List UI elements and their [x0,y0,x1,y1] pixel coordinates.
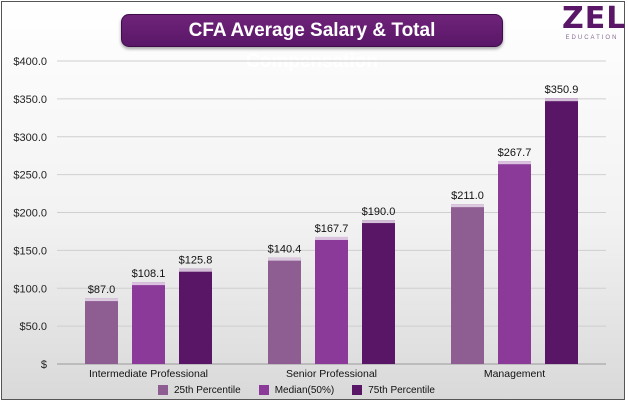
chart-title: CFA Average Salary & Total Compensation [121,14,503,72]
legend-item: 75th Percentile [352,385,435,396]
bar [132,282,165,364]
legend-swatch [258,385,269,395]
y-tick-label: $350.0 [13,94,47,106]
data-label: $190.0 [362,206,396,218]
data-label: $125.8 [179,255,213,267]
data-label: $87.0 [88,284,116,296]
logo-name: ZELL [562,1,628,36]
legend-item: 25th Percentile [158,385,241,396]
legend-label: 25th Percentile [174,384,241,396]
chart-legend: 25th Percentile Median(50%) 75th Percentil… [158,383,435,397]
y-tick-label: $100.0 [13,283,47,295]
bar-cap [268,257,301,261]
legend-item: Median(50%) [258,384,335,396]
bar-cap [315,236,348,240]
data-label: $211.0 [451,190,484,202]
y-tick-label: $150.0 [13,245,47,257]
data-label: $140.4 [268,244,302,256]
y-tick-label: $ [41,359,47,371]
zell-logo: ZELL EDUCATION [562,1,628,48]
legend-label: Median(50%) [274,384,335,396]
x-category-label: Intermediate Professional [89,368,208,380]
bar [179,268,212,364]
data-label: $167.7 [315,223,349,235]
data-label: $267.7 [498,147,532,159]
y-tick-label: $50.0 [19,321,47,333]
bar-cap [362,220,395,224]
bar [451,204,484,364]
logo-tagline: EDUCATION [565,35,619,41]
x-category-label: Senior Professional [286,368,377,380]
data-label: $108.1 [132,268,166,280]
y-tick-label: $300.0 [13,132,47,144]
y-tick-label: $200.0 [13,208,47,220]
data-label: $350.9 [545,84,579,96]
bar-cap [132,282,165,286]
legend-swatch [158,385,168,395]
bar [498,161,531,364]
bar [268,257,301,364]
bar [85,298,118,364]
bar-cap [179,268,212,272]
bar [362,220,395,364]
x-category-label: Management [484,368,545,380]
y-tick-label: $250.0 [13,170,47,182]
bar-cap [85,298,118,302]
bar-cap [545,98,578,102]
bar-cap [498,161,531,165]
bar [315,236,348,364]
y-tick-label: $400.0 [13,56,47,68]
legend-swatch [352,385,363,395]
bar [545,98,578,365]
bar-cap [451,204,484,208]
legend-label: 75th Percentile [368,384,435,396]
